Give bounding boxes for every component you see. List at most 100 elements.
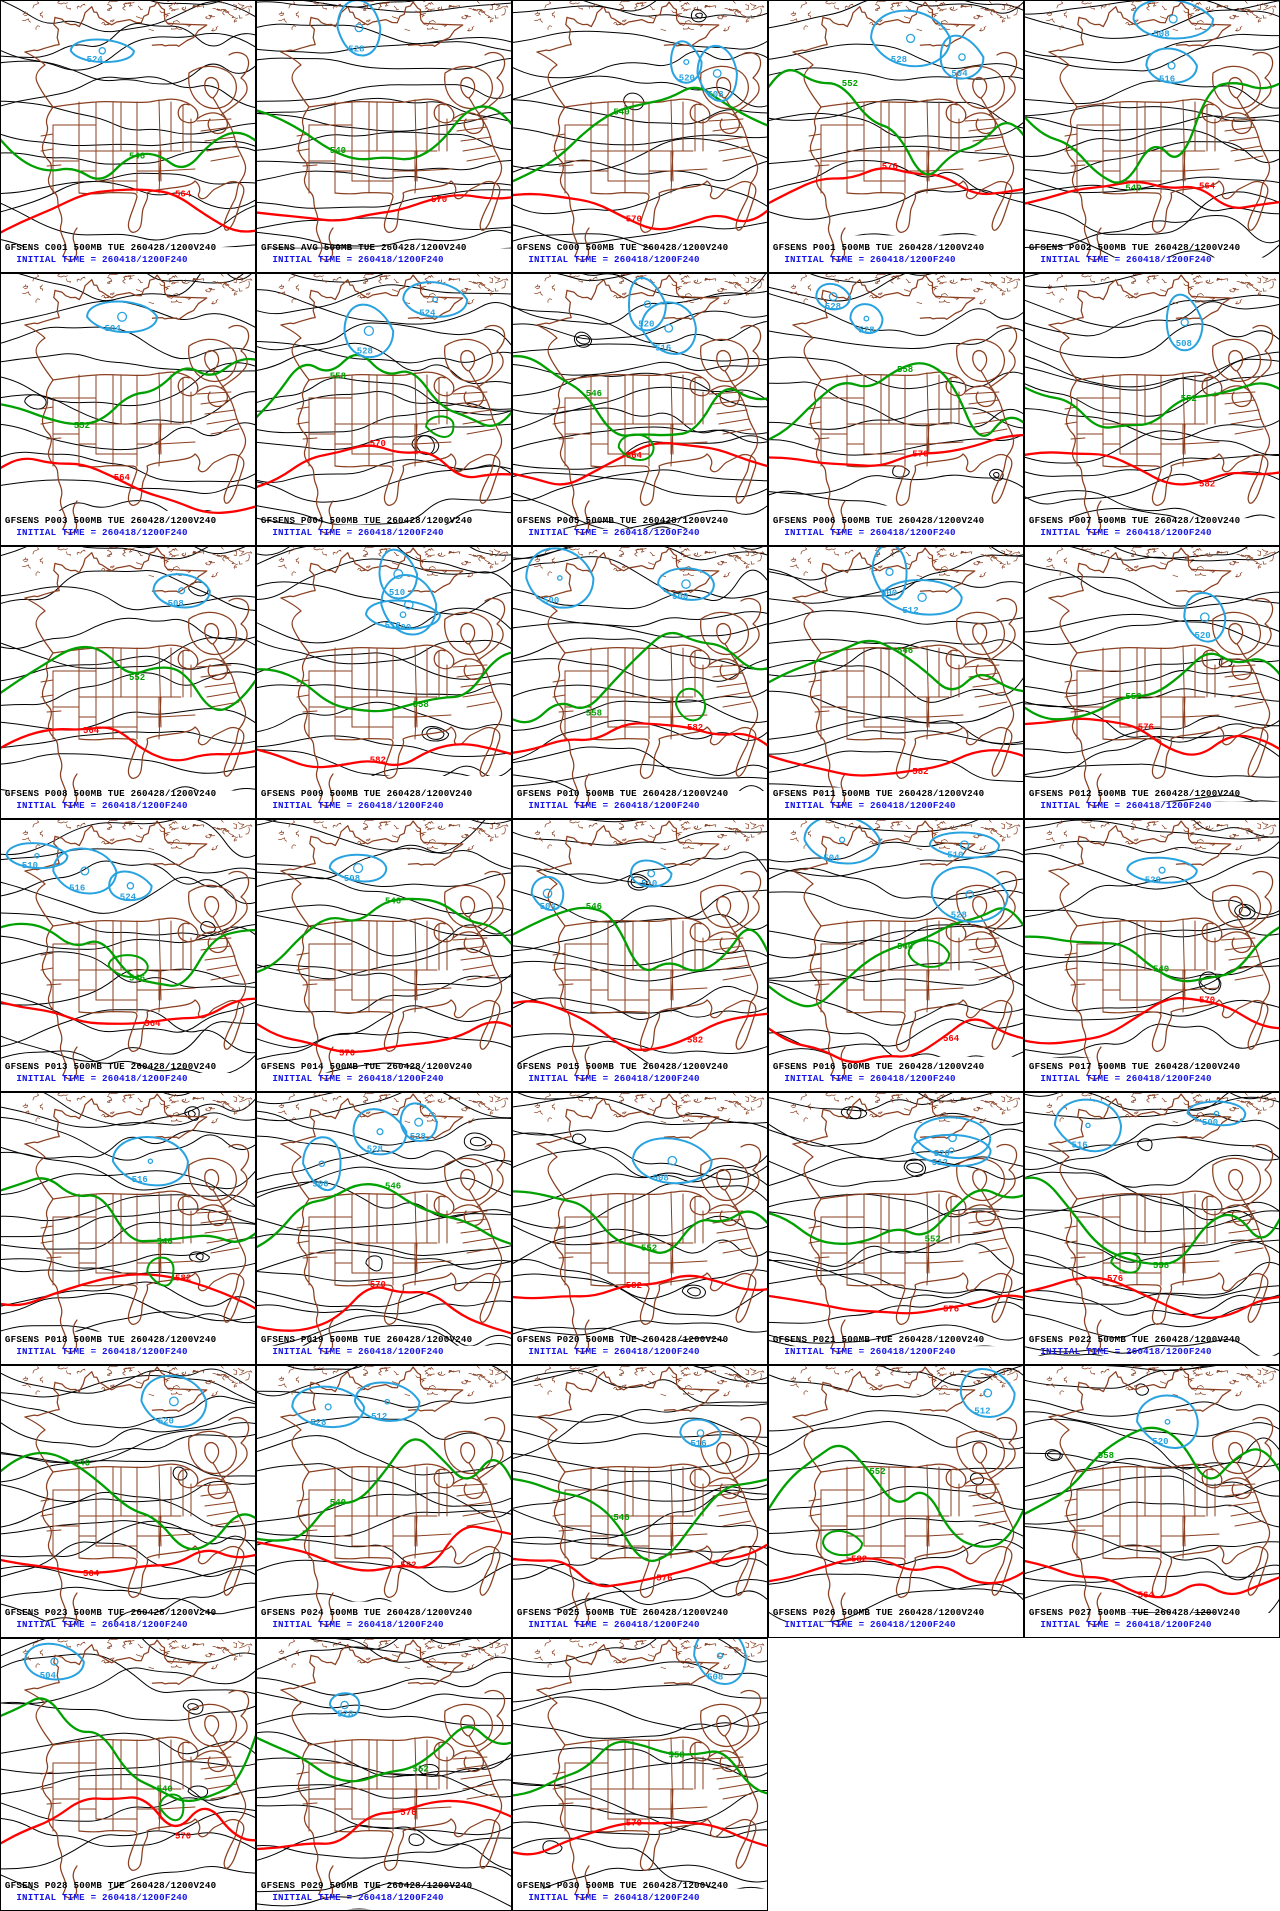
svg-text:500: 500 <box>313 1179 329 1189</box>
svg-text:540: 540 <box>157 1785 173 1795</box>
svg-text:582: 582 <box>175 1274 191 1284</box>
svg-text:528: 528 <box>357 346 373 356</box>
svg-text:570: 570 <box>912 450 928 460</box>
svg-text:558: 558 <box>330 372 346 382</box>
svg-text:512: 512 <box>371 1412 387 1422</box>
svg-text:582: 582 <box>370 756 386 766</box>
svg-text:582: 582 <box>912 767 928 777</box>
svg-text:520: 520 <box>1145 875 1161 885</box>
svg-text:576: 576 <box>1138 722 1154 732</box>
svg-text:582: 582 <box>626 1281 642 1291</box>
svg-text:540: 540 <box>330 146 346 156</box>
svg-text:508: 508 <box>168 599 184 609</box>
svg-text:564: 564 <box>114 473 131 483</box>
svg-text:500: 500 <box>543 596 559 606</box>
svg-text:508: 508 <box>707 1673 723 1683</box>
svg-text:520: 520 <box>679 73 695 83</box>
svg-text:582: 582 <box>400 1561 416 1571</box>
svg-text:546: 546 <box>613 1513 629 1523</box>
svg-text:564: 564 <box>1138 1591 1155 1601</box>
svg-text:516: 516 <box>690 1439 706 1449</box>
svg-text:570: 570 <box>1199 996 1215 1006</box>
svg-text:510: 510 <box>641 879 657 889</box>
svg-text:528: 528 <box>891 55 907 65</box>
svg-text:576: 576 <box>400 1808 416 1818</box>
svg-text:558: 558 <box>1098 1451 1114 1461</box>
svg-text:552: 552 <box>129 673 145 683</box>
svg-text:528: 528 <box>310 1418 326 1428</box>
svg-text:528: 528 <box>348 44 364 54</box>
svg-text:552: 552 <box>842 79 858 89</box>
svg-text:520: 520 <box>158 1416 174 1426</box>
svg-text:582: 582 <box>851 1554 867 1564</box>
svg-text:500: 500 <box>1202 1118 1218 1128</box>
svg-text:504: 504 <box>105 324 122 334</box>
svg-text:552: 552 <box>1125 692 1141 702</box>
svg-text:512: 512 <box>932 1158 948 1168</box>
svg-text:564: 564 <box>144 1019 161 1029</box>
svg-text:510: 510 <box>22 861 38 871</box>
svg-text:528: 528 <box>367 1145 383 1155</box>
svg-text:516: 516 <box>69 884 85 894</box>
svg-text:508: 508 <box>707 90 723 100</box>
svg-text:564: 564 <box>626 451 643 461</box>
svg-text:570: 570 <box>175 1831 191 1841</box>
svg-text:552: 552 <box>925 1235 941 1245</box>
svg-text:540: 540 <box>1153 964 1169 974</box>
svg-text:558: 558 <box>586 708 602 718</box>
svg-text:570: 570 <box>339 1048 355 1058</box>
svg-text:500: 500 <box>672 592 688 602</box>
svg-text:504: 504 <box>951 69 968 79</box>
svg-text:516: 516 <box>655 343 671 353</box>
svg-text:520: 520 <box>638 320 654 330</box>
svg-text:540: 540 <box>1125 184 1141 194</box>
svg-text:520: 520 <box>1195 631 1211 641</box>
svg-text:570: 570 <box>626 214 642 224</box>
svg-text:552: 552 <box>413 1765 429 1775</box>
svg-text:510: 510 <box>947 850 963 860</box>
svg-text:504: 504 <box>540 902 557 912</box>
svg-text:570: 570 <box>370 439 386 449</box>
svg-text:546: 546 <box>586 389 602 399</box>
svg-text:540: 540 <box>897 942 913 952</box>
svg-text:564: 564 <box>1199 182 1216 192</box>
svg-text:570: 570 <box>370 1280 386 1290</box>
svg-text:564: 564 <box>83 1569 100 1579</box>
svg-text:552: 552 <box>1181 394 1197 404</box>
svg-text:528: 528 <box>951 911 967 921</box>
svg-text:508: 508 <box>1153 30 1169 40</box>
svg-text:582: 582 <box>1199 480 1215 490</box>
svg-text:528: 528 <box>410 1132 426 1142</box>
svg-text:528: 528 <box>858 325 874 335</box>
svg-text:546: 546 <box>586 902 602 912</box>
svg-text:500: 500 <box>881 588 897 598</box>
svg-text:504: 504 <box>40 1671 57 1681</box>
svg-text:552: 552 <box>74 421 90 431</box>
svg-text:552: 552 <box>869 1467 885 1477</box>
svg-text:508: 508 <box>1176 339 1192 349</box>
svg-text:524: 524 <box>120 892 137 902</box>
svg-text:546: 546 <box>385 897 401 907</box>
svg-text:508: 508 <box>344 874 360 884</box>
svg-text:558: 558 <box>1153 1261 1169 1271</box>
svg-text:524: 524 <box>419 308 436 318</box>
svg-text:504: 504 <box>823 853 840 863</box>
svg-text:528: 528 <box>337 1710 353 1720</box>
svg-text:552: 552 <box>641 1243 657 1253</box>
svg-text:558: 558 <box>413 700 429 710</box>
svg-text:516: 516 <box>1072 1141 1088 1151</box>
svg-text:546: 546 <box>897 646 913 656</box>
svg-text:520: 520 <box>934 1149 950 1159</box>
svg-text:576: 576 <box>882 162 898 172</box>
svg-text:546: 546 <box>385 1181 401 1191</box>
svg-text:546: 546 <box>129 152 145 162</box>
svg-text:546: 546 <box>129 974 145 984</box>
svg-text:570: 570 <box>431 195 447 205</box>
svg-text:582: 582 <box>687 723 703 733</box>
svg-text:524: 524 <box>87 55 104 65</box>
svg-text:510: 510 <box>389 588 405 598</box>
svg-text:558: 558 <box>669 1750 685 1760</box>
svg-text:570: 570 <box>626 1819 642 1829</box>
svg-text:576: 576 <box>943 1305 959 1315</box>
svg-text:520: 520 <box>1152 1437 1168 1447</box>
